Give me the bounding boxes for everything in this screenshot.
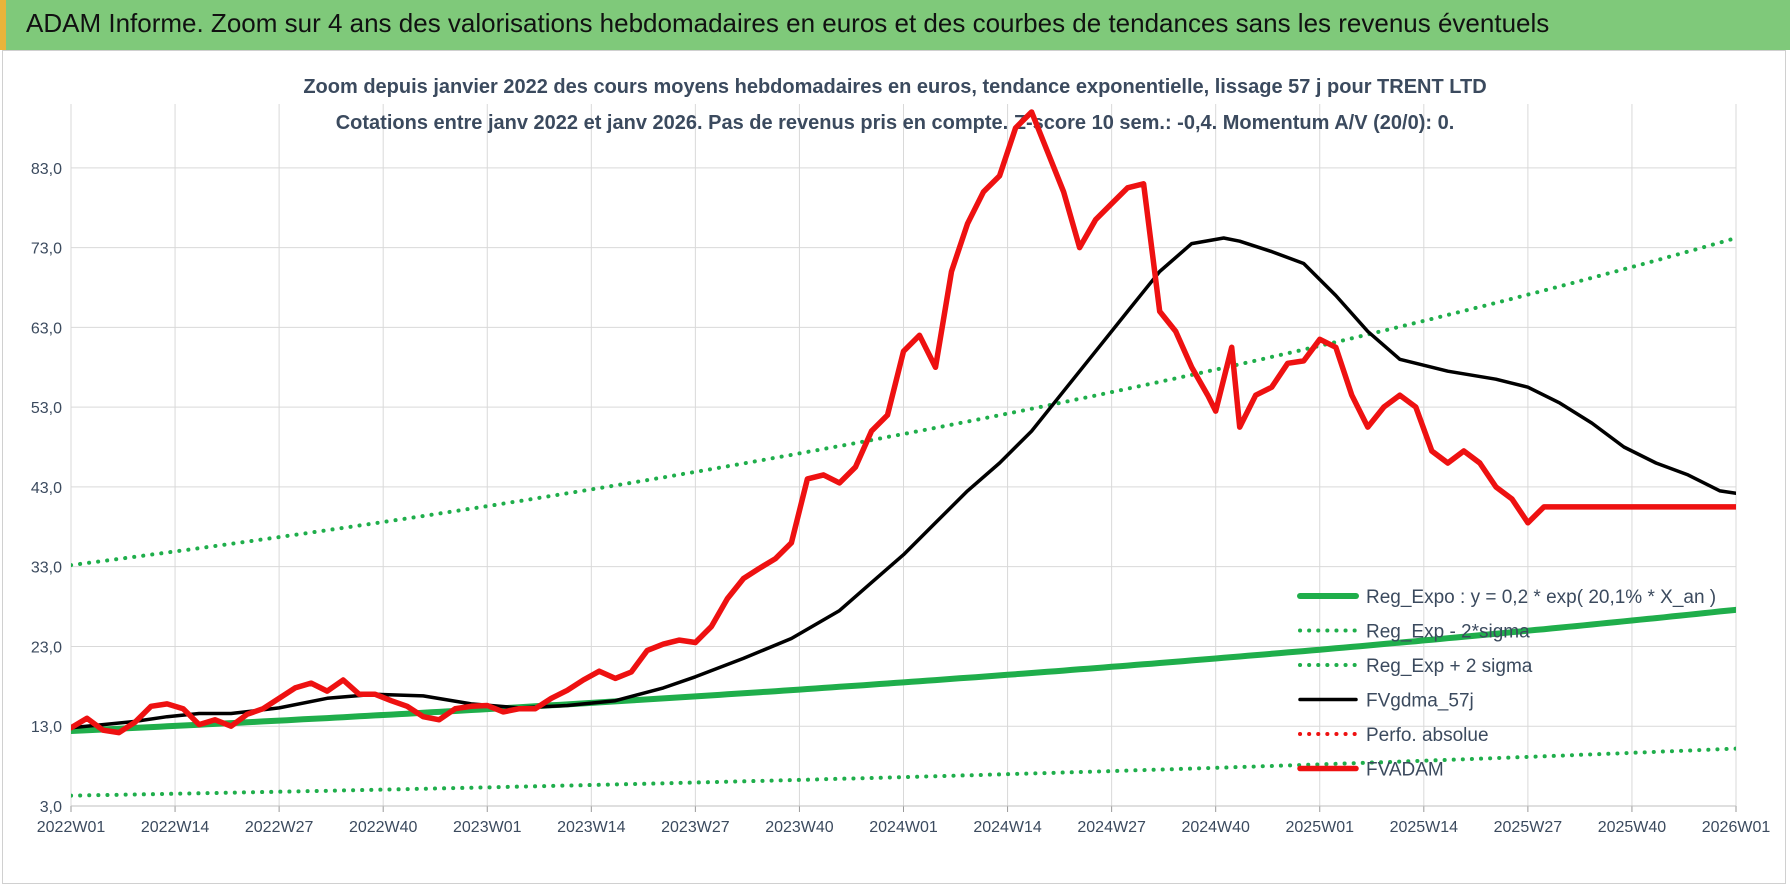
- y-tick-label: 63,0: [31, 320, 62, 337]
- x-tick-label: 2022W27: [245, 819, 314, 836]
- x-tick-label: 2024W27: [1077, 819, 1146, 836]
- series-line-0: [71, 606, 1736, 734]
- y-tick-label: 53,0: [31, 400, 62, 417]
- x-tick-label: 2025W14: [1390, 819, 1459, 836]
- legend-label-3: FVgdma_57j: [1366, 691, 1474, 712]
- x-tick-label: 2024W40: [1181, 819, 1250, 836]
- x-tick-label: 2023W14: [557, 819, 626, 836]
- legend-label-4: Perfo. absolue: [1366, 725, 1489, 746]
- report-title: ADAM Informe. Zoom sur 4 ans des valoris…: [26, 8, 1550, 38]
- x-tick-label: 2023W40: [765, 819, 834, 836]
- y-axis-ticks: 3,0 13,0 23,0 33,0 43,0 53,0 63,0 73,0 83,0: [31, 161, 62, 816]
- x-tick-label: 2022W01: [37, 819, 106, 836]
- x-tick-label: 2025W01: [1286, 819, 1355, 836]
- y-tick-label: 23,0: [31, 639, 62, 656]
- x-tick-label: 2024W14: [973, 819, 1042, 836]
- legend-label-5: FVADAM: [1366, 760, 1444, 781]
- chart-title: Zoom depuis janvier 2022 des cours moyen…: [303, 76, 1486, 98]
- report-banner: ADAM Informe. Zoom sur 4 ans des valoris…: [0, 0, 1790, 50]
- x-axis-ticks: 2022W01 2022W14 2022W27 2022W40 2023W01 2023W…: [37, 819, 1771, 836]
- y-tick-label: 3,0: [40, 799, 62, 816]
- y-tick-label: 83,0: [31, 161, 62, 178]
- legend-label-2: Reg_Exp + 2 sigma: [1366, 656, 1533, 677]
- series-line-5: [71, 109, 1736, 736]
- x-tick-label: 2023W01: [453, 819, 522, 836]
- series-line-2: [71, 236, 1736, 568]
- chart-frame: [2, 50, 1786, 884]
- x-tick-label: 2025W27: [1494, 819, 1563, 836]
- banner-accent: [0, 0, 6, 50]
- x-tick-label: 2022W40: [349, 819, 418, 836]
- x-tick-label: 2023W27: [661, 819, 730, 836]
- chart-subtitle: Cotations entre janv 2022 et janv 2026. …: [336, 112, 1455, 134]
- grid-lines: [70, 104, 1737, 812]
- y-tick-label: 73,0: [31, 241, 62, 258]
- x-tick-label: 2024W01: [869, 819, 938, 836]
- legend-label-1: Reg_Exp - 2*sigma: [1366, 622, 1530, 643]
- legend: Reg_Expo : y = 0,2 * exp( 20,1% * X_an )…: [1297, 587, 1716, 781]
- legend-label-0: Reg_Expo : y = 0,2 * exp( 20,1% * X_an ): [1366, 587, 1716, 608]
- x-tick-label: 2025W40: [1598, 819, 1667, 836]
- y-tick-label: 43,0: [31, 480, 62, 497]
- series-layer: [71, 109, 1736, 798]
- x-tick-label: 2026W01: [1702, 819, 1771, 836]
- y-tick-label: 13,0: [31, 719, 62, 736]
- y-tick-label: 33,0: [31, 560, 62, 577]
- x-tick-label: 2022W14: [141, 819, 210, 836]
